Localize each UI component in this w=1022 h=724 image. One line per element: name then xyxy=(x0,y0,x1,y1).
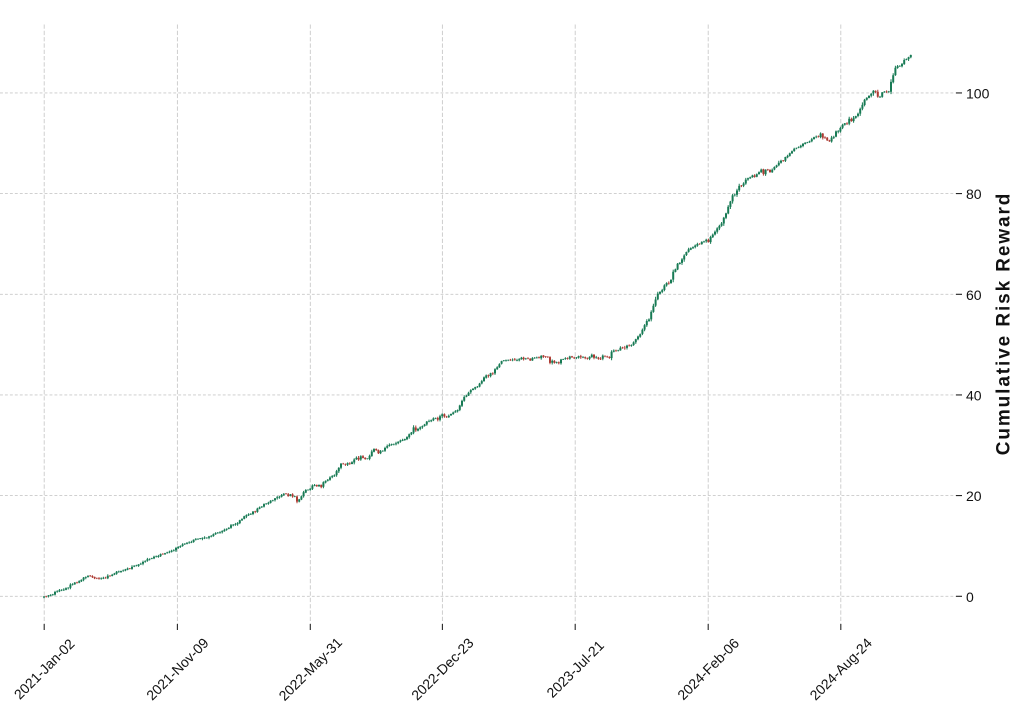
svg-text:80: 80 xyxy=(966,186,982,202)
svg-text:0: 0 xyxy=(966,589,974,605)
svg-text:Cumulative Risk Reward: Cumulative Risk Reward xyxy=(994,192,1015,456)
svg-text:40: 40 xyxy=(966,387,982,403)
svg-text:60: 60 xyxy=(966,287,982,303)
svg-text:20: 20 xyxy=(966,488,982,504)
svg-text:100: 100 xyxy=(966,85,990,101)
